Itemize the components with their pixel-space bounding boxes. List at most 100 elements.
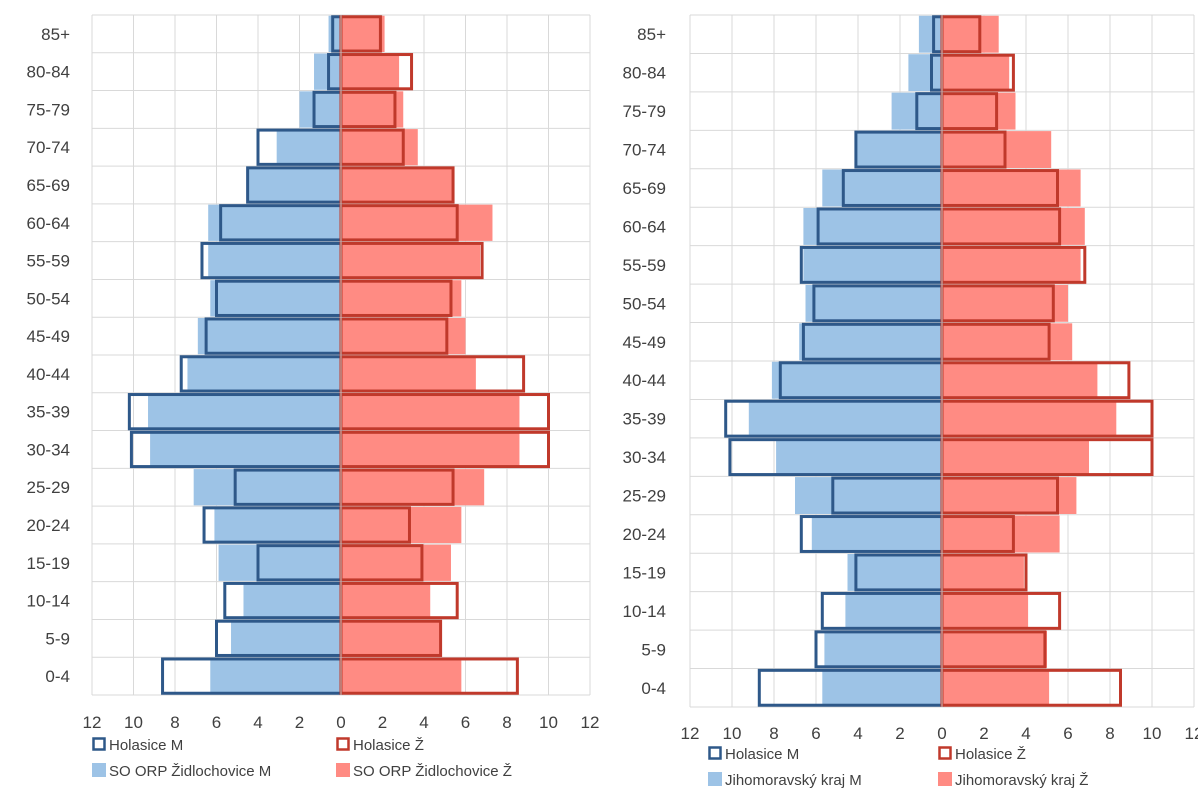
- category-label: 60-64: [623, 217, 666, 236]
- bar-right-fill: [942, 15, 999, 53]
- legend-swatch: [938, 746, 952, 760]
- x-tick-label: 2: [895, 724, 904, 743]
- legend-swatch: [938, 772, 952, 786]
- x-tick-labels: 12 10 8 6 4 2 0 2 4 6 8 10 12: [83, 713, 600, 732]
- bar-right-fill: [942, 92, 1016, 130]
- legend-swatch: [708, 746, 722, 760]
- bar-left-fill: [150, 431, 341, 468]
- bar-left-fill: [276, 129, 341, 166]
- category-label: 70-74: [623, 141, 666, 160]
- category-labels: 0-4 5-9 10-14 15-19 20-24 25-29 30-34 35-39 40-4…: [623, 25, 667, 698]
- bar-left-fill: [210, 657, 341, 695]
- bar-left-fill: [822, 669, 942, 707]
- bar-right-fill: [341, 582, 431, 619]
- bar-right-fill: [341, 204, 493, 241]
- category-labels: 0-4 5-9 10-14 15-19 20-24 25-29 30-34 35-39 40-4…: [27, 25, 71, 686]
- bar-left-fill: [918, 15, 942, 53]
- legend-label: SO ORP Židlochovice Ž: [353, 763, 512, 780]
- x-tick-label: 8: [502, 713, 511, 732]
- category-label: 75-79: [27, 100, 70, 119]
- bar-right-fill: [942, 361, 1098, 399]
- bar-left-fill: [748, 400, 942, 438]
- x-tick-label: 6: [811, 724, 820, 743]
- pyramid-chart-left: 0-4 5-9 10-14 15-19 20-24 25-29 30-34 35-39 40-4…: [27, 14, 600, 780]
- bar-right-fill: [942, 400, 1117, 438]
- category-label: 30-34: [27, 440, 70, 459]
- category-label: 50-54: [623, 294, 666, 313]
- bar-right-fill: [942, 54, 1010, 92]
- x-tick-label: 12: [1185, 724, 1198, 743]
- legend: Holasice M Holasice Ž Jihomoravský kraj M J…: [708, 746, 1088, 789]
- category-label: 85+: [41, 25, 70, 44]
- category-label: 10-14: [27, 592, 70, 611]
- category-label: 85+: [637, 25, 666, 44]
- bar-right-fill: [942, 284, 1068, 322]
- x-tick-label: 12: [681, 724, 700, 743]
- x-tick-label: 10: [124, 713, 143, 732]
- legend-swatch: [336, 737, 350, 751]
- x-tick-label: 8: [769, 724, 778, 743]
- bar-left-fill: [811, 515, 942, 553]
- bar-left-fill: [824, 630, 942, 668]
- bar-right-fill: [942, 592, 1029, 630]
- bar-left-fill: [845, 592, 942, 630]
- bar-left-fill: [822, 169, 942, 207]
- category-label: 0-4: [641, 679, 666, 698]
- category-label: 65-69: [623, 179, 666, 198]
- bar-right-fill: [341, 15, 385, 53]
- bar-left-fill: [208, 242, 341, 279]
- category-label: 45-49: [623, 333, 666, 352]
- bar-left-fill: [908, 54, 942, 92]
- bar-right-fill: [341, 317, 466, 355]
- bar-right-fill: [341, 431, 520, 468]
- bar-left-fill: [197, 317, 341, 355]
- bar-right-fill: [942, 669, 1050, 707]
- category-label: 75-79: [623, 102, 666, 121]
- x-tick-label: 12: [83, 713, 102, 732]
- legend-swatch: [336, 763, 350, 777]
- bar-left-fill: [243, 582, 341, 619]
- bar-left-fill: [799, 323, 942, 361]
- x-tick-label: 10: [539, 713, 558, 732]
- x-tick-label: 0: [336, 713, 345, 732]
- category-label: 80-84: [623, 64, 666, 83]
- legend: Holasice M Holasice Ž SO ORP Židlochovice …: [92, 737, 512, 780]
- bar-right-fill: [942, 553, 1024, 591]
- bar-left-fill: [328, 15, 341, 53]
- legend-swatch: [92, 763, 106, 777]
- category-label: 25-29: [27, 478, 70, 497]
- bar-left-fill: [231, 620, 341, 657]
- pyramid-chart-right: 0-4 5-9 10-14 15-19 20-24 25-29 30-34 35-39 40-4…: [623, 14, 1198, 789]
- bar-right-fill: [942, 515, 1060, 553]
- bar-right-fill: [341, 355, 476, 393]
- category-label: 70-74: [27, 138, 70, 157]
- x-tick-label: 4: [1021, 724, 1030, 743]
- legend-label: Jihomoravský kraj M: [725, 772, 862, 789]
- x-tick-label: 2: [979, 724, 988, 743]
- bar-left-fill: [803, 246, 942, 284]
- x-tick-label: 6: [212, 713, 221, 732]
- legend-label: SO ORP Židlochovice M: [109, 763, 271, 780]
- category-label: 15-19: [623, 563, 666, 582]
- category-label: 40-44: [623, 371, 666, 390]
- bars: [724, 15, 1154, 707]
- bar-left-fill: [193, 469, 341, 506]
- x-tick-label: 4: [853, 724, 862, 743]
- x-tick-label: 8: [1105, 724, 1114, 743]
- bar-left-fill: [210, 280, 341, 317]
- bar-right-fill: [341, 469, 485, 506]
- x-tick-label: 10: [723, 724, 742, 743]
- bar-right-fill: [341, 544, 451, 581]
- category-label: 10-14: [623, 602, 666, 621]
- x-tick-label: 0: [937, 724, 946, 743]
- x-tick-label: 6: [1063, 724, 1072, 743]
- bar-left-fill: [776, 438, 942, 476]
- category-label: 35-39: [27, 403, 70, 422]
- category-label: 20-24: [27, 516, 70, 535]
- bar-right-fill: [942, 323, 1073, 361]
- legend-label: Jihomoravský kraj Ž: [955, 772, 1088, 789]
- x-tick-label: 6: [461, 713, 470, 732]
- bar-left-fill: [805, 284, 942, 322]
- category-label: 40-44: [27, 365, 70, 384]
- x-tick-label: 10: [1143, 724, 1162, 743]
